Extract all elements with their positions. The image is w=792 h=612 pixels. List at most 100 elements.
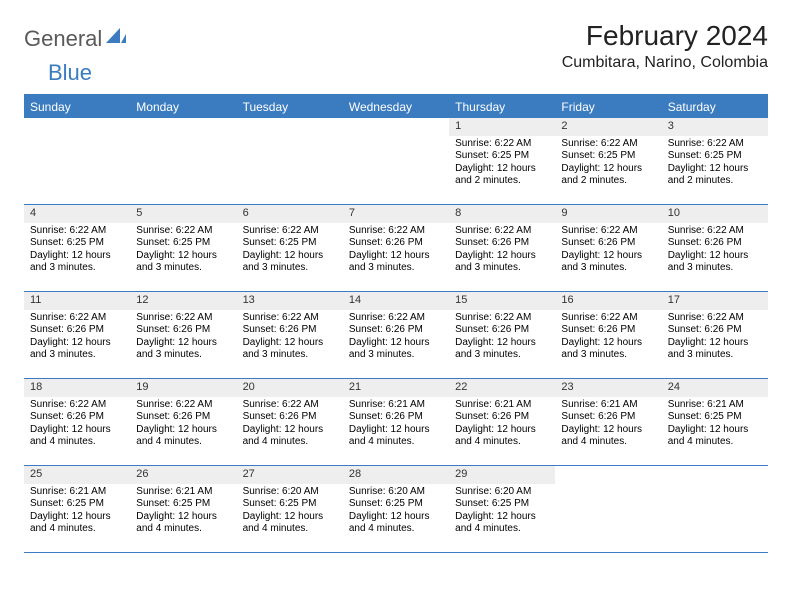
sunrise-text: Sunrise: 6:20 AM: [455, 486, 549, 499]
logo: General: [24, 20, 128, 52]
daylight-text: Daylight: 12 hours and 3 minutes.: [30, 337, 124, 362]
day-cell: 19Sunrise: 6:22 AMSunset: 6:26 PMDayligh…: [130, 379, 236, 465]
day-details: Sunrise: 6:22 AMSunset: 6:26 PMDaylight:…: [130, 310, 236, 366]
day-number: 7: [343, 205, 449, 223]
sunset-text: Sunset: 6:26 PM: [561, 411, 655, 424]
day-number: 3: [662, 118, 768, 136]
day-cell: 28Sunrise: 6:20 AMSunset: 6:25 PMDayligh…: [343, 466, 449, 552]
sunrise-text: Sunrise: 6:21 AM: [349, 399, 443, 412]
day-details: Sunrise: 6:22 AMSunset: 6:26 PMDaylight:…: [130, 397, 236, 453]
week-row: 11Sunrise: 6:22 AMSunset: 6:26 PMDayligh…: [24, 292, 768, 379]
day-cell: 6Sunrise: 6:22 AMSunset: 6:25 PMDaylight…: [237, 205, 343, 291]
sunset-text: Sunset: 6:25 PM: [455, 150, 549, 163]
daylight-text: Daylight: 12 hours and 3 minutes.: [30, 250, 124, 275]
sunset-text: Sunset: 6:25 PM: [561, 150, 655, 163]
sunset-text: Sunset: 6:26 PM: [349, 324, 443, 337]
daylight-text: Daylight: 12 hours and 4 minutes.: [455, 511, 549, 536]
day-cell: [343, 118, 449, 204]
sunset-text: Sunset: 6:26 PM: [349, 237, 443, 250]
day-cell: 1Sunrise: 6:22 AMSunset: 6:25 PMDaylight…: [449, 118, 555, 204]
day-cell: 25Sunrise: 6:21 AMSunset: 6:25 PMDayligh…: [24, 466, 130, 552]
day-cell: 12Sunrise: 6:22 AMSunset: 6:26 PMDayligh…: [130, 292, 236, 378]
day-cell: [130, 118, 236, 204]
daylight-text: Daylight: 12 hours and 3 minutes.: [136, 337, 230, 362]
sunset-text: Sunset: 6:26 PM: [30, 411, 124, 424]
dow-thursday: Thursday: [449, 96, 555, 118]
sunrise-text: Sunrise: 6:22 AM: [136, 399, 230, 412]
sunrise-text: Sunrise: 6:22 AM: [561, 312, 655, 325]
week-row: 18Sunrise: 6:22 AMSunset: 6:26 PMDayligh…: [24, 379, 768, 466]
sunrise-text: Sunrise: 6:22 AM: [349, 312, 443, 325]
sunrise-text: Sunrise: 6:22 AM: [668, 225, 762, 238]
daylight-text: Daylight: 12 hours and 4 minutes.: [561, 424, 655, 449]
day-cell: [237, 118, 343, 204]
sunset-text: Sunset: 6:25 PM: [136, 237, 230, 250]
title-block: February 2024 Cumbitara, Narino, Colombi…: [562, 20, 768, 72]
day-cell: 21Sunrise: 6:21 AMSunset: 6:26 PMDayligh…: [343, 379, 449, 465]
day-cell: 5Sunrise: 6:22 AMSunset: 6:25 PMDaylight…: [130, 205, 236, 291]
day-details: Sunrise: 6:22 AMSunset: 6:25 PMDaylight:…: [24, 223, 130, 279]
day-number: 9: [555, 205, 661, 223]
day-details: Sunrise: 6:22 AMSunset: 6:26 PMDaylight:…: [449, 223, 555, 279]
daylight-text: Daylight: 12 hours and 4 minutes.: [136, 424, 230, 449]
day-number: [662, 466, 768, 484]
day-number: [237, 118, 343, 136]
calendar: Sunday Monday Tuesday Wednesday Thursday…: [24, 94, 768, 553]
sunset-text: Sunset: 6:26 PM: [349, 411, 443, 424]
sunrise-text: Sunrise: 6:22 AM: [243, 312, 337, 325]
weeks-container: 1Sunrise: 6:22 AMSunset: 6:25 PMDaylight…: [24, 118, 768, 553]
sunset-text: Sunset: 6:26 PM: [561, 237, 655, 250]
sunrise-text: Sunrise: 6:22 AM: [243, 399, 337, 412]
day-of-week-header: Sunday Monday Tuesday Wednesday Thursday…: [24, 96, 768, 118]
day-cell: 8Sunrise: 6:22 AMSunset: 6:26 PMDaylight…: [449, 205, 555, 291]
sunrise-text: Sunrise: 6:21 AM: [136, 486, 230, 499]
day-cell: 23Sunrise: 6:21 AMSunset: 6:26 PMDayligh…: [555, 379, 661, 465]
day-cell: 13Sunrise: 6:22 AMSunset: 6:26 PMDayligh…: [237, 292, 343, 378]
week-row: 1Sunrise: 6:22 AMSunset: 6:25 PMDaylight…: [24, 118, 768, 205]
day-details: Sunrise: 6:22 AMSunset: 6:26 PMDaylight:…: [662, 223, 768, 279]
daylight-text: Daylight: 12 hours and 2 minutes.: [561, 163, 655, 188]
logo-sail-icon: [106, 28, 126, 51]
day-cell: 3Sunrise: 6:22 AMSunset: 6:25 PMDaylight…: [662, 118, 768, 204]
sunrise-text: Sunrise: 6:22 AM: [30, 399, 124, 412]
daylight-text: Daylight: 12 hours and 3 minutes.: [668, 337, 762, 362]
day-number: 10: [662, 205, 768, 223]
sunrise-text: Sunrise: 6:22 AM: [136, 225, 230, 238]
sunrise-text: Sunrise: 6:22 AM: [30, 225, 124, 238]
day-details: Sunrise: 6:22 AMSunset: 6:26 PMDaylight:…: [555, 223, 661, 279]
day-cell: 15Sunrise: 6:22 AMSunset: 6:26 PMDayligh…: [449, 292, 555, 378]
day-details: Sunrise: 6:22 AMSunset: 6:25 PMDaylight:…: [662, 136, 768, 192]
sunset-text: Sunset: 6:25 PM: [136, 498, 230, 511]
day-cell: 11Sunrise: 6:22 AMSunset: 6:26 PMDayligh…: [24, 292, 130, 378]
sunset-text: Sunset: 6:25 PM: [243, 498, 337, 511]
day-cell: [24, 118, 130, 204]
daylight-text: Daylight: 12 hours and 4 minutes.: [243, 424, 337, 449]
month-title: February 2024: [562, 20, 768, 52]
daylight-text: Daylight: 12 hours and 3 minutes.: [561, 337, 655, 362]
day-cell: 16Sunrise: 6:22 AMSunset: 6:26 PMDayligh…: [555, 292, 661, 378]
day-number: [555, 466, 661, 484]
day-number: 18: [24, 379, 130, 397]
sunset-text: Sunset: 6:25 PM: [668, 150, 762, 163]
daylight-text: Daylight: 12 hours and 4 minutes.: [30, 511, 124, 536]
sunrise-text: Sunrise: 6:22 AM: [561, 225, 655, 238]
daylight-text: Daylight: 12 hours and 2 minutes.: [455, 163, 549, 188]
day-number: 2: [555, 118, 661, 136]
week-row: 4Sunrise: 6:22 AMSunset: 6:25 PMDaylight…: [24, 205, 768, 292]
sunset-text: Sunset: 6:26 PM: [243, 324, 337, 337]
sunset-text: Sunset: 6:25 PM: [455, 498, 549, 511]
day-cell: 18Sunrise: 6:22 AMSunset: 6:26 PMDayligh…: [24, 379, 130, 465]
day-details: Sunrise: 6:22 AMSunset: 6:26 PMDaylight:…: [24, 397, 130, 453]
sunset-text: Sunset: 6:26 PM: [455, 237, 549, 250]
day-number: 8: [449, 205, 555, 223]
day-cell: [662, 466, 768, 552]
week-row: 25Sunrise: 6:21 AMSunset: 6:25 PMDayligh…: [24, 466, 768, 553]
sunrise-text: Sunrise: 6:21 AM: [30, 486, 124, 499]
dow-tuesday: Tuesday: [237, 96, 343, 118]
sunrise-text: Sunrise: 6:22 AM: [561, 138, 655, 151]
day-cell: 14Sunrise: 6:22 AMSunset: 6:26 PMDayligh…: [343, 292, 449, 378]
logo-text-blue: Blue: [48, 60, 92, 85]
day-number: 27: [237, 466, 343, 484]
sunrise-text: Sunrise: 6:22 AM: [349, 225, 443, 238]
day-details: Sunrise: 6:22 AMSunset: 6:26 PMDaylight:…: [343, 223, 449, 279]
